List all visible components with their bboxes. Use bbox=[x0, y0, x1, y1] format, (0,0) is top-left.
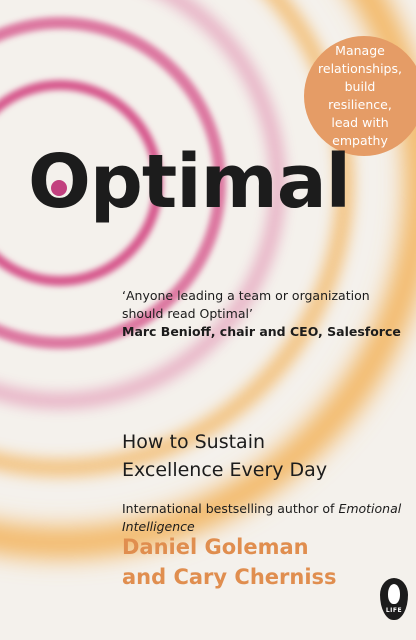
penguin-icon bbox=[388, 584, 400, 604]
quote-attribution: Marc Benioff, chair and CEO, Salesforce bbox=[122, 324, 401, 339]
book-title: Optimal bbox=[28, 142, 351, 222]
title-dot bbox=[50, 180, 67, 196]
middle-orange-ring bbox=[0, 0, 354, 477]
tagline-badge: Manage relationships, build resilience, … bbox=[304, 36, 416, 156]
author-credit: International bestselling author of Emot… bbox=[122, 501, 402, 534]
outer-pink-ring bbox=[0, 0, 285, 408]
badge-text: Manage relationships, build resilience, … bbox=[318, 43, 402, 148]
title-letter-o: O bbox=[28, 142, 91, 222]
author-names: Daniel Goleman and Cary Cherniss bbox=[122, 535, 337, 589]
outer-orange-ring bbox=[0, 0, 416, 558]
credit-book-title: Emotional Intelligence bbox=[122, 501, 402, 534]
penguin-life-logo: LIFE bbox=[380, 578, 408, 620]
pink-ring bbox=[0, 17, 226, 349]
quote-text: ‘Anyone leading a team or organization s… bbox=[122, 288, 370, 321]
logo-label: LIFE bbox=[385, 607, 403, 614]
book-subtitle: How to Sustain Excellence Every Day bbox=[122, 431, 328, 481]
endorsement-quote: ‘Anyone leading a team or organization s… bbox=[122, 287, 412, 341]
inner-pink-ring bbox=[0, 80, 163, 286]
